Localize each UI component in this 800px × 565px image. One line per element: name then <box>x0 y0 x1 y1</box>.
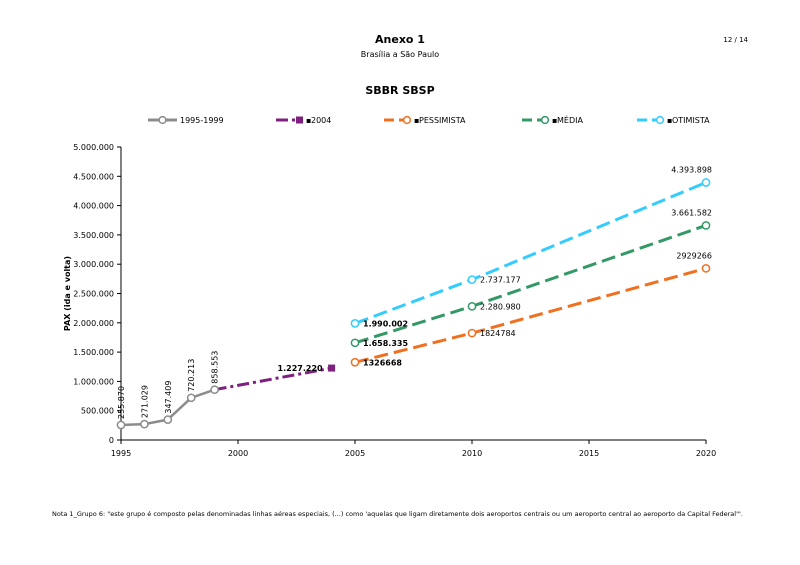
y-tick-label: 3.500.000 <box>73 231 114 240</box>
point-1995-1999 <box>210 385 219 395</box>
y-tick-label: 3.000.000 <box>73 260 114 269</box>
point-media <box>350 338 360 348</box>
point-1995-1999 <box>186 393 196 403</box>
y-tick-label: 1.500.000 <box>73 348 114 357</box>
point-2004 <box>328 364 336 372</box>
y-tick-label: 2.000.000 <box>73 319 114 328</box>
point-otimista <box>701 178 711 187</box>
legend-otimista-marker <box>655 115 665 125</box>
x-tick-label: 2015 <box>579 449 599 458</box>
x-tick-label: 2020 <box>696 449 716 458</box>
legend-pessimista-marker <box>402 115 412 125</box>
x-tick-label: 2010 <box>462 449 482 458</box>
data-label-media: 3.661.582 <box>671 208 712 217</box>
y-tick-label: 1.000.000 <box>73 377 114 386</box>
chart-title: SBBR SBSP <box>365 84 435 97</box>
data-label-1995-1999: 858.553 <box>211 351 220 384</box>
y-tick-label: 500.000 <box>81 407 114 416</box>
data-label-media: 2.280.980 <box>480 302 521 311</box>
legend-otimista-bullet: ▪ <box>667 116 672 125</box>
y-tick-label: 4.500.000 <box>73 172 114 181</box>
y-tick-label: 0 <box>109 436 114 445</box>
legend-otimista-label: OTIMISTA <box>672 116 710 125</box>
legend-média-bullet: ▪ <box>552 116 557 125</box>
y-axis-title: PAX (ida e volta) <box>63 256 72 331</box>
data-label-1995-1999: 347.409 <box>164 381 173 414</box>
point-1995-1999 <box>140 419 149 429</box>
legend-2004-marker <box>296 116 303 124</box>
series-line-pessimista <box>354 266 707 364</box>
data-label-pessimista: 1326668 <box>363 358 402 367</box>
data-label-1995-1999: 255.870 <box>117 386 126 419</box>
y-tick-label: 5.000.000 <box>73 143 114 152</box>
point-media <box>701 221 711 230</box>
x-tick-label: 2000 <box>228 449 248 458</box>
data-label-pessimista: 1824784 <box>480 329 516 338</box>
point-otimista <box>350 319 360 328</box>
point-pessimista <box>350 357 360 367</box>
x-tick-label: 2005 <box>345 449 365 458</box>
legend-2004-label: 2004 <box>311 116 331 125</box>
point-1995-1999 <box>163 415 173 424</box>
page-number: 12 / 14 <box>723 36 748 44</box>
legend-média-label: MÉDIA <box>557 114 583 125</box>
point-media <box>467 301 477 311</box>
legend-1995-1999-marker <box>158 115 167 125</box>
data-label-1995-1999: 271.029 <box>140 385 149 418</box>
data-label-otimista: 2.737.177 <box>480 276 521 285</box>
data-label-1995-1999: 720.213 <box>187 359 196 392</box>
footnote: Nota 1_Grupo 6: "este grupo é composto p… <box>52 510 743 518</box>
x-tick-label: 1995 <box>111 449 131 458</box>
legend-pessimista-bullet: ▪ <box>414 116 419 125</box>
data-label-2004: 1.227.220 <box>278 364 323 373</box>
legend-pessimista-label: PESSIMISTA <box>419 116 466 125</box>
point-pessimista <box>701 263 711 273</box>
legend-média-marker <box>540 115 550 125</box>
legend-1995-1999-label: 1995-1999 <box>180 116 224 125</box>
document-subtitle: Brasília a São Paulo <box>360 50 440 59</box>
series-line-otimista <box>354 181 707 325</box>
y-tick-label: 4.000.000 <box>73 202 114 211</box>
series-line-2004 <box>214 366 332 392</box>
point-otimista <box>467 275 477 284</box>
data-label-otimista: 4.393.898 <box>671 166 712 175</box>
legend-2004-bullet: ▪ <box>306 116 311 125</box>
data-label-pessimista: 2929266 <box>676 251 712 260</box>
document-title: Anexo 1 <box>375 33 425 46</box>
data-label-media: 1.658.335 <box>363 339 408 348</box>
y-tick-label: 2.500.000 <box>73 290 114 299</box>
point-1995-1999 <box>116 420 126 430</box>
point-pessimista <box>467 328 477 338</box>
data-label-otimista: 1.990.002 <box>363 319 408 328</box>
